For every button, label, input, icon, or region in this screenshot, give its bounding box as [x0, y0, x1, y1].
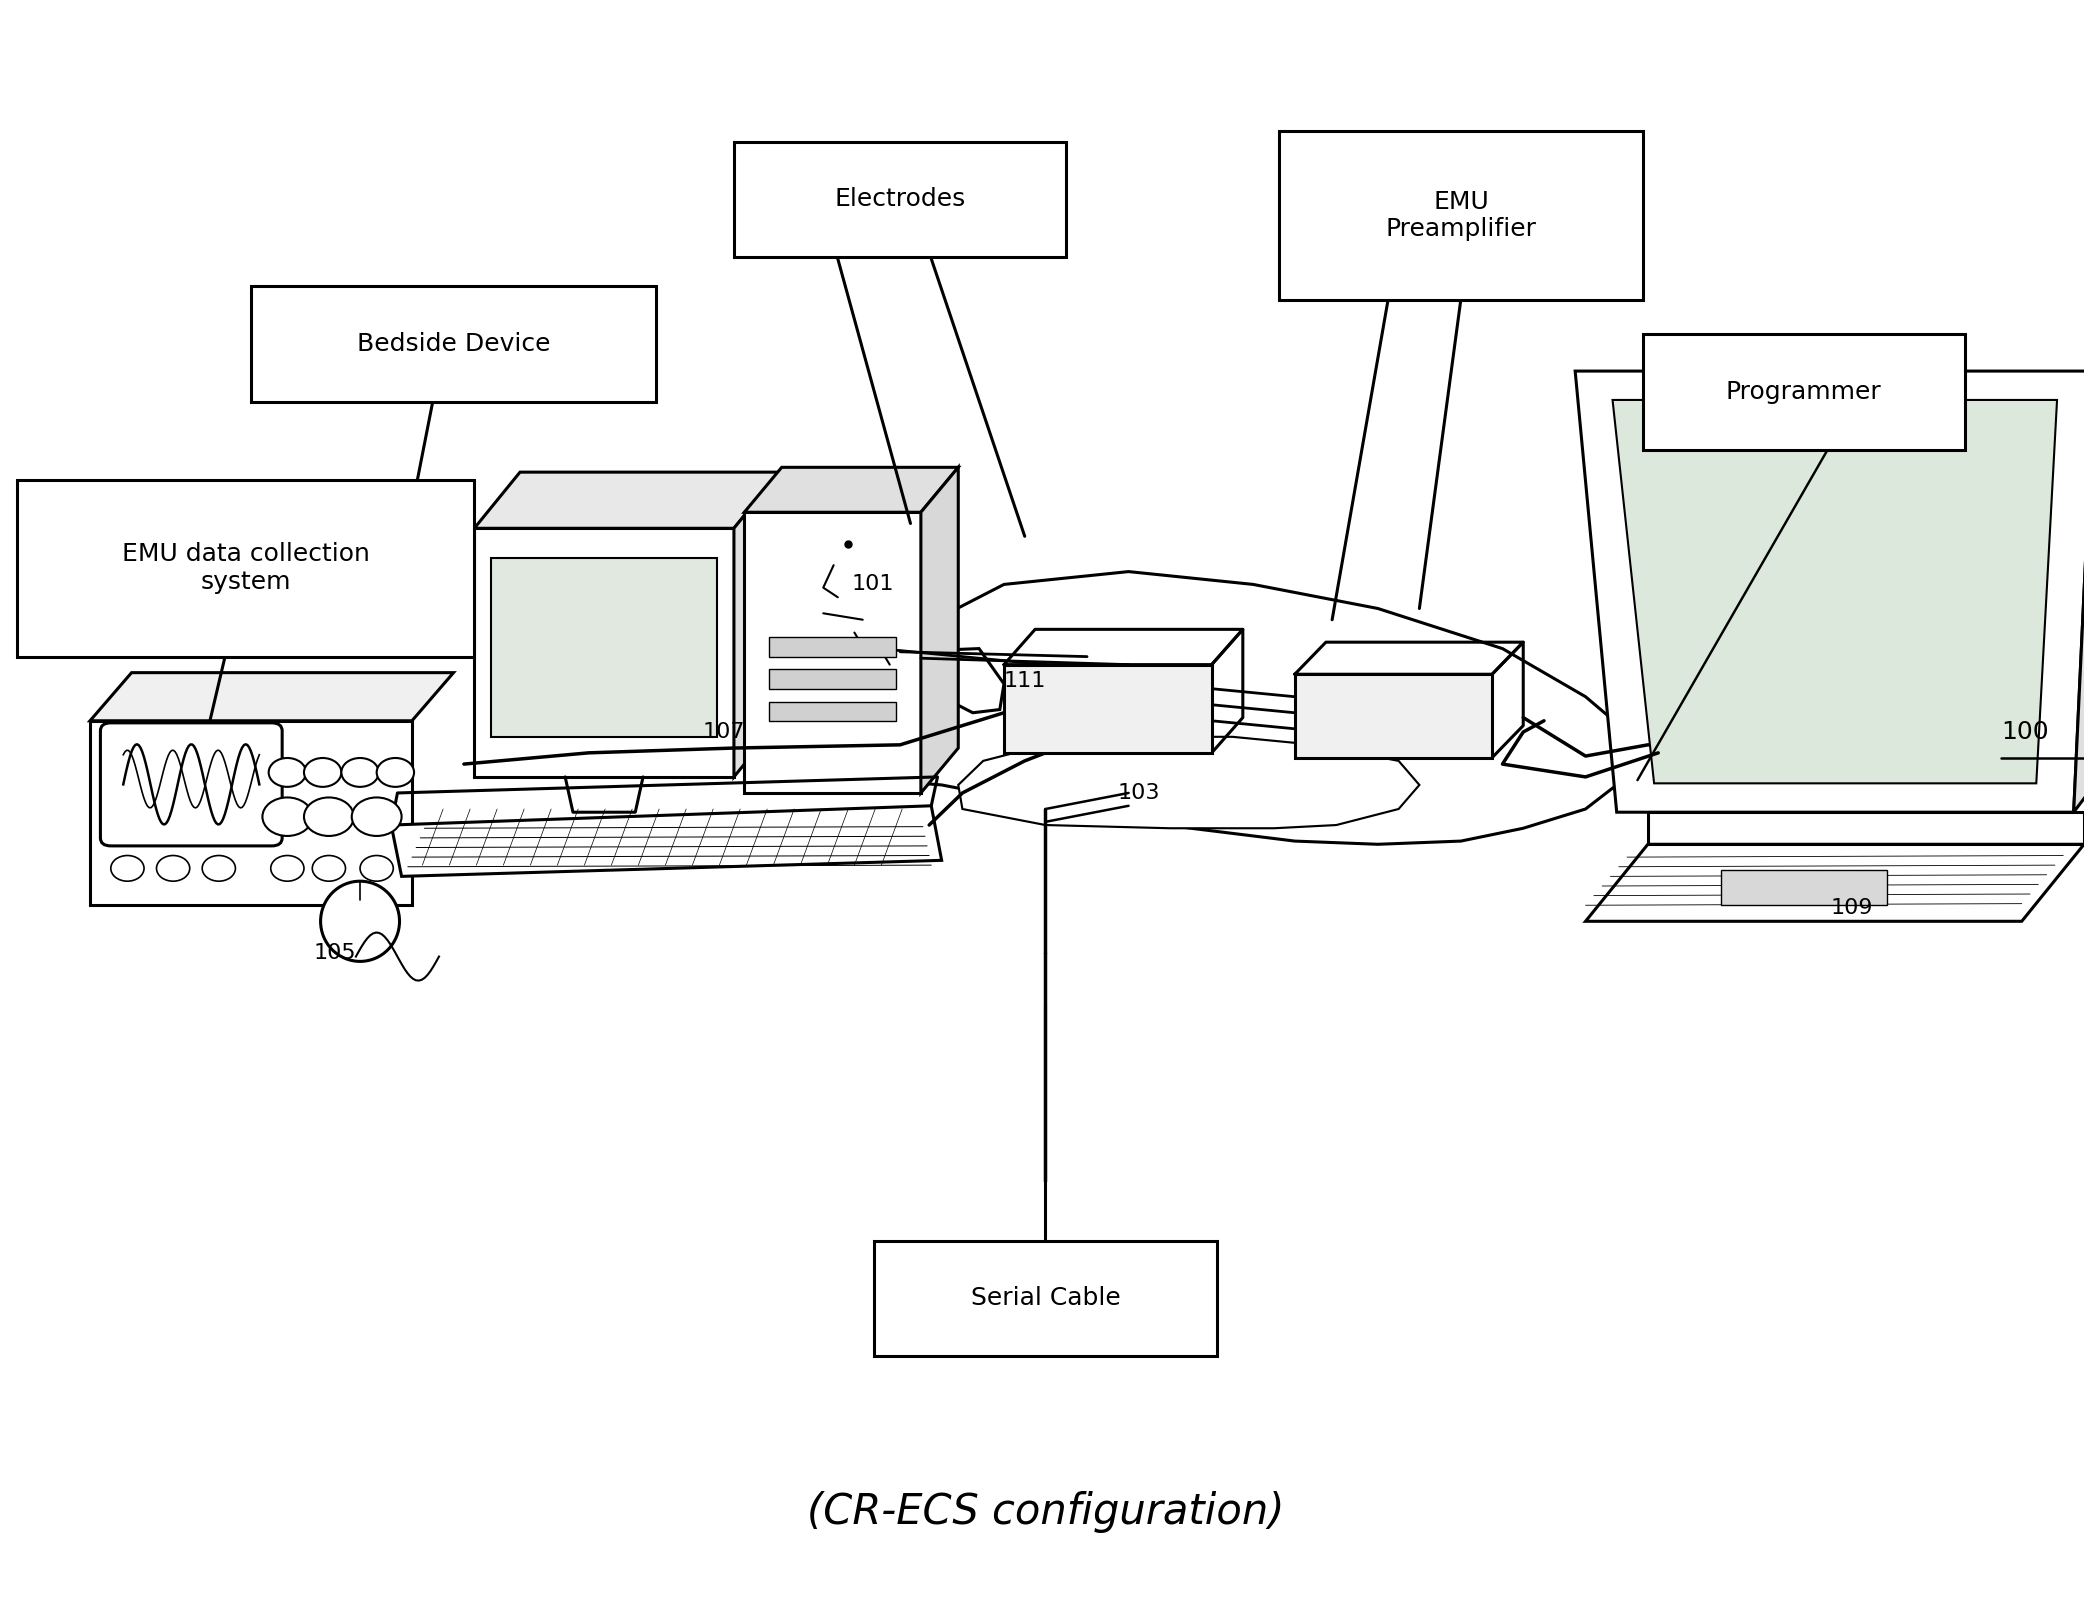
- FancyBboxPatch shape: [1280, 131, 1644, 299]
- Text: Serial Cable: Serial Cable: [970, 1286, 1121, 1311]
- Polygon shape: [2074, 354, 2091, 812]
- Polygon shape: [813, 571, 1627, 845]
- FancyBboxPatch shape: [769, 670, 895, 689]
- Polygon shape: [899, 649, 1004, 714]
- Polygon shape: [920, 468, 958, 793]
- Text: 100: 100: [2001, 720, 2049, 744]
- Polygon shape: [1585, 845, 2085, 921]
- Polygon shape: [475, 529, 734, 777]
- Circle shape: [341, 757, 378, 786]
- Circle shape: [268, 757, 305, 786]
- Circle shape: [376, 757, 414, 786]
- FancyBboxPatch shape: [251, 286, 657, 401]
- FancyBboxPatch shape: [1004, 665, 1211, 752]
- Ellipse shape: [320, 882, 399, 961]
- Text: 105: 105: [314, 943, 355, 963]
- Text: 109: 109: [1830, 898, 1874, 919]
- Text: (CR-ECS configuration): (CR-ECS configuration): [807, 1490, 1284, 1532]
- FancyBboxPatch shape: [17, 481, 475, 657]
- Circle shape: [303, 798, 353, 837]
- Text: Bedside Device: Bedside Device: [358, 332, 550, 356]
- Text: 101: 101: [851, 574, 895, 594]
- Circle shape: [203, 856, 236, 882]
- Circle shape: [351, 798, 401, 837]
- Circle shape: [263, 798, 312, 837]
- Text: Electrodes: Electrodes: [834, 188, 966, 212]
- FancyBboxPatch shape: [769, 637, 895, 657]
- Text: Programmer: Programmer: [1725, 380, 1882, 404]
- Circle shape: [312, 856, 345, 882]
- Text: 107: 107: [703, 722, 744, 743]
- Polygon shape: [475, 472, 780, 529]
- FancyBboxPatch shape: [874, 1241, 1217, 1356]
- FancyBboxPatch shape: [1644, 335, 1966, 450]
- FancyBboxPatch shape: [1294, 675, 1493, 757]
- Text: 103: 103: [1119, 783, 1161, 803]
- Polygon shape: [734, 472, 780, 777]
- FancyBboxPatch shape: [491, 558, 717, 736]
- Polygon shape: [90, 673, 454, 720]
- Polygon shape: [391, 806, 941, 877]
- Circle shape: [360, 856, 393, 882]
- Text: EMU data collection
system: EMU data collection system: [121, 542, 370, 594]
- FancyBboxPatch shape: [734, 142, 1066, 257]
- Polygon shape: [958, 736, 1420, 828]
- Text: 111: 111: [1004, 671, 1046, 691]
- Polygon shape: [744, 513, 920, 793]
- Circle shape: [270, 856, 303, 882]
- Polygon shape: [90, 720, 412, 904]
- Polygon shape: [1575, 371, 2091, 812]
- Text: EMU
Preamplifier: EMU Preamplifier: [1386, 189, 1537, 241]
- Circle shape: [157, 856, 190, 882]
- Ellipse shape: [776, 477, 953, 654]
- Polygon shape: [1612, 400, 2058, 783]
- Circle shape: [111, 856, 144, 882]
- Circle shape: [303, 757, 341, 786]
- FancyBboxPatch shape: [1721, 870, 1886, 904]
- FancyBboxPatch shape: [769, 702, 895, 720]
- Polygon shape: [744, 468, 958, 513]
- FancyBboxPatch shape: [100, 723, 282, 846]
